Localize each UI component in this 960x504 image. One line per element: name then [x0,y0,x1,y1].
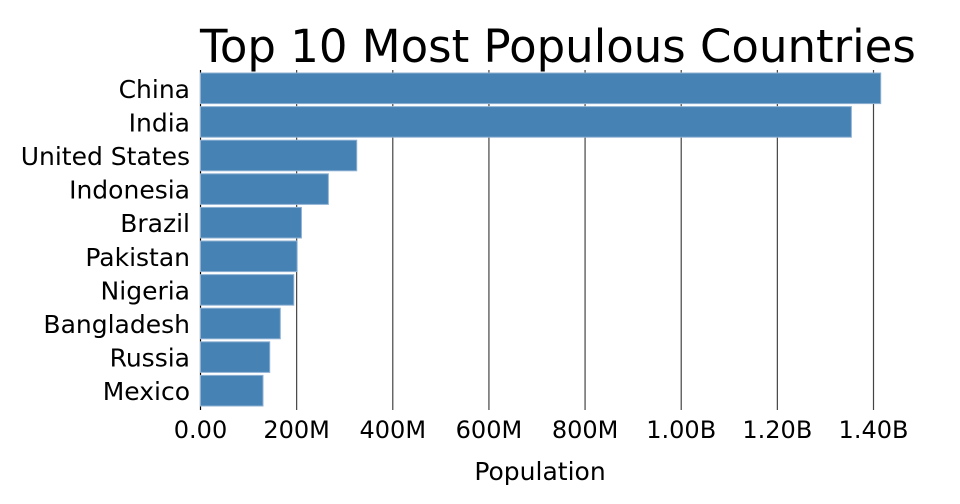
x-tick-label: 0.00 [174,416,227,444]
bar-russia [200,341,271,373]
x-tick-label: 1.00B [646,416,716,444]
bar-nigeria [200,274,295,306]
bar-indonesia [200,173,329,205]
y-tick-label: India [129,108,190,137]
bar-brazil [200,206,302,239]
bar-united-states [200,139,358,172]
y-tick-label: Pakistan [85,243,190,272]
y-tick-label: Bangladesh [43,310,190,339]
bars [200,72,882,407]
bar-mexico [200,374,264,407]
bar-china [200,72,882,105]
y-tick-labels: China India United States Indonesia Brazil Pa… [21,75,190,406]
y-tick-label: Indonesia [69,176,190,205]
x-tick-label: 1.20B [742,416,812,444]
x-tick-label: 1.40B [839,416,909,444]
x-tick-label: 200M [263,416,330,444]
y-tick-label: Mexico [103,377,190,406]
y-tick-label: Brazil [120,209,190,238]
x-tick-label: 600M [456,416,523,444]
y-tick-label: China [119,75,190,104]
x-axis-label: Population [474,457,605,486]
bar-pakistan [200,240,298,273]
y-tick-label: Nigeria [101,276,190,305]
x-tick-labels: 0.00 200M 400M 600M 800M 1.00B 1.20B 1.40B [174,416,909,444]
y-tick-label: United States [21,142,190,171]
chart-title: Top 10 Most Populous Countries [199,20,916,73]
y-tick-label: Russia [110,344,190,373]
bar-india [200,106,852,138]
x-tick-label: 400M [360,416,427,444]
bar-bangladesh [200,307,281,340]
x-tick-label: 800M [552,416,619,444]
